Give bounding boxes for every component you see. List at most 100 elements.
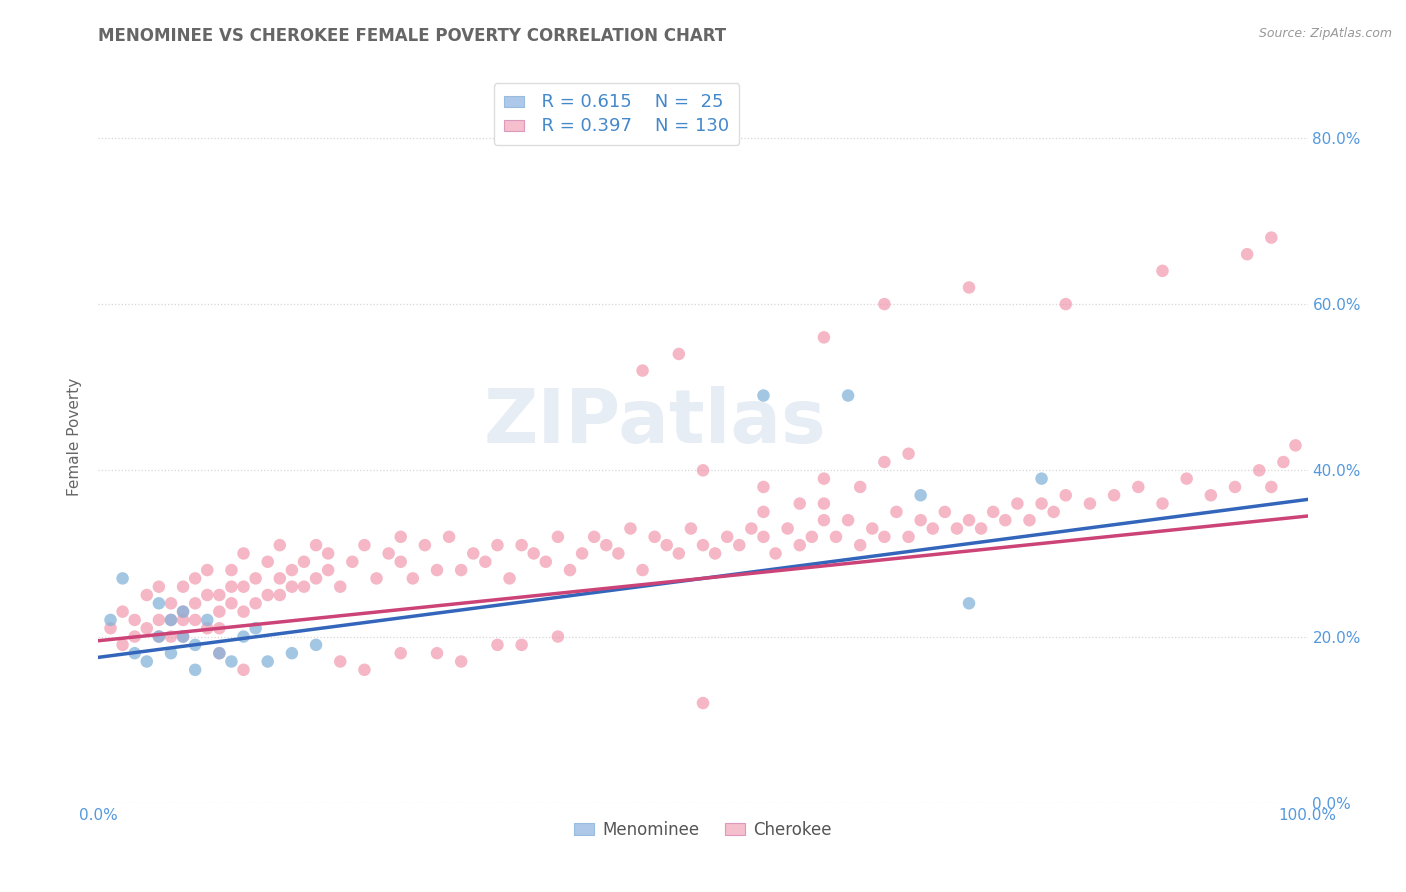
Point	[558, 563, 581, 577]
Point	[135, 655, 157, 669]
Point	[800, 530, 823, 544]
Point	[873, 530, 896, 544]
Point	[208, 605, 231, 619]
Point	[728, 538, 751, 552]
Text: ZIPatlas: ZIPatlas	[484, 386, 825, 459]
Point	[1152, 497, 1174, 511]
Point	[232, 580, 254, 594]
Text: Source: ZipAtlas.com: Source: ZipAtlas.com	[1258, 27, 1392, 40]
Point	[413, 538, 436, 552]
Point	[184, 663, 207, 677]
Point	[172, 613, 194, 627]
Point	[1042, 505, 1064, 519]
Point	[825, 530, 848, 544]
Point	[934, 505, 956, 519]
Point	[692, 696, 714, 710]
Point	[752, 388, 775, 402]
Point	[329, 655, 352, 669]
Point	[450, 563, 472, 577]
Point	[498, 571, 520, 585]
Point	[148, 580, 170, 594]
Point	[692, 463, 714, 477]
Point	[172, 605, 194, 619]
Point	[389, 530, 412, 544]
Point	[221, 563, 243, 577]
Point	[510, 638, 533, 652]
Point	[111, 638, 134, 652]
Point	[160, 596, 183, 610]
Point	[595, 538, 617, 552]
Point	[100, 613, 122, 627]
Point	[607, 546, 630, 560]
Point	[668, 546, 690, 560]
Point	[329, 580, 352, 594]
Point	[692, 538, 714, 552]
Point	[886, 505, 908, 519]
Point	[172, 605, 194, 619]
Point	[873, 297, 896, 311]
Point	[100, 621, 122, 635]
Point	[316, 563, 339, 577]
Point	[184, 571, 207, 585]
Point	[860, 521, 883, 535]
Point	[1260, 480, 1282, 494]
Point	[1031, 472, 1053, 486]
Point	[813, 472, 835, 486]
Point	[256, 588, 278, 602]
Point	[281, 580, 304, 594]
Point	[486, 638, 509, 652]
Point	[353, 663, 375, 677]
Point	[111, 605, 134, 619]
Point	[668, 347, 690, 361]
Point	[232, 605, 254, 619]
Point	[1199, 488, 1222, 502]
Point	[837, 513, 859, 527]
Point	[245, 571, 267, 585]
Point	[232, 663, 254, 677]
Point	[148, 630, 170, 644]
Point	[281, 563, 304, 577]
Point	[269, 538, 291, 552]
Point	[184, 638, 207, 652]
Point	[184, 596, 207, 610]
Point	[269, 588, 291, 602]
Point	[571, 546, 593, 560]
Point	[148, 596, 170, 610]
Point	[208, 646, 231, 660]
Point	[1260, 230, 1282, 244]
Point	[1284, 438, 1306, 452]
Point	[547, 530, 569, 544]
Point	[1054, 488, 1077, 502]
Point	[981, 505, 1004, 519]
Point	[366, 571, 388, 585]
Point	[389, 555, 412, 569]
Point	[510, 538, 533, 552]
Point	[450, 655, 472, 669]
Point	[704, 546, 727, 560]
Point	[232, 630, 254, 644]
Point	[316, 546, 339, 560]
Point	[897, 447, 920, 461]
Point	[523, 546, 546, 560]
Point	[655, 538, 678, 552]
Point	[910, 488, 932, 502]
Point	[1018, 513, 1040, 527]
Point	[1152, 264, 1174, 278]
Point	[547, 630, 569, 644]
Point	[921, 521, 943, 535]
Point	[148, 613, 170, 627]
Point	[583, 530, 606, 544]
Point	[160, 613, 183, 627]
Point	[849, 480, 872, 494]
Point	[377, 546, 399, 560]
Point	[486, 538, 509, 552]
Point	[184, 613, 207, 627]
Point	[946, 521, 969, 535]
Point	[957, 596, 980, 610]
Point	[813, 513, 835, 527]
Point	[752, 530, 775, 544]
Point	[1236, 247, 1258, 261]
Point	[245, 596, 267, 610]
Point	[305, 638, 328, 652]
Point	[305, 571, 328, 585]
